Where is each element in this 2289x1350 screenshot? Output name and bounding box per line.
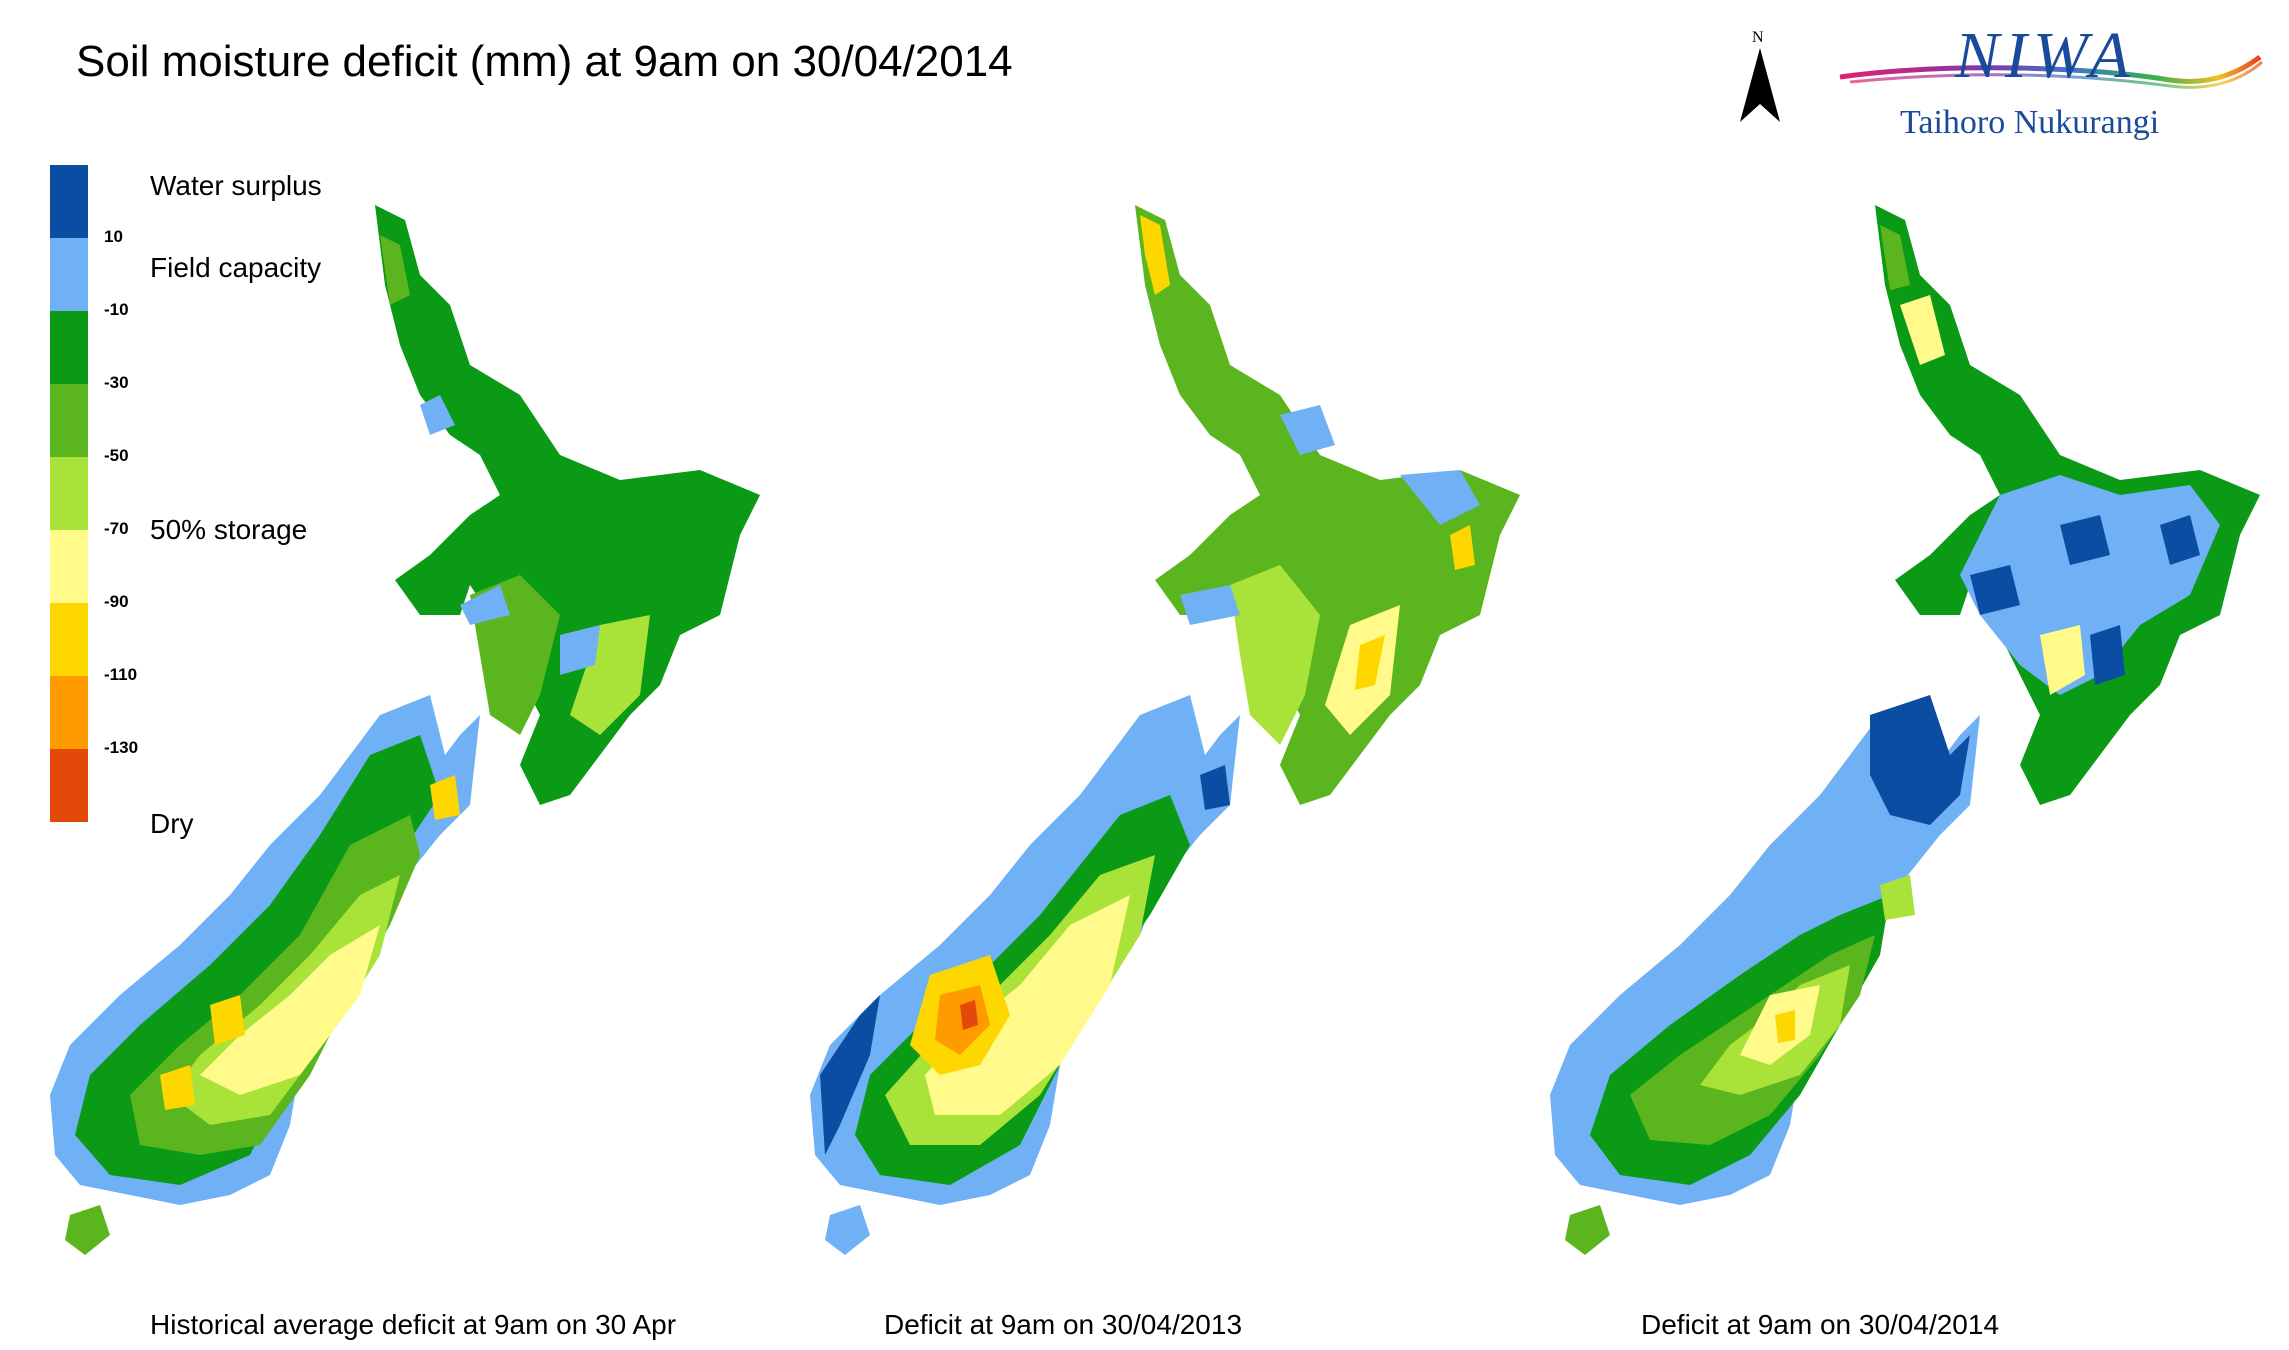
south-island: [810, 695, 1240, 1205]
legend-tick-label: -110: [104, 665, 138, 684]
logo-subtitle: Taihoro Nukurangi: [1900, 104, 2160, 141]
legend-swatch: [50, 676, 88, 749]
caption-2014: Deficit at 9am on 30/04/2014: [1641, 1309, 2000, 1340]
niwa-logo-icon: [1839, 54, 2263, 89]
legend-swatch: [50, 457, 88, 530]
legend-tick-label: -90: [104, 592, 129, 611]
caption-historical: Historical average deficit at 9am on 30 …: [150, 1309, 677, 1340]
north-label: N: [1752, 29, 1764, 46]
legend-swatch: [50, 311, 88, 384]
legend-label-dry: Dry: [150, 808, 194, 839]
south-island: [50, 695, 480, 1205]
legend-swatch: [50, 603, 88, 676]
stewart-island: [65, 1205, 110, 1255]
legend-swatch: [50, 238, 88, 311]
legend-tick-label: -70: [104, 519, 129, 538]
logo-wordmark: NIWA: [1955, 19, 2136, 92]
legend-swatch: [50, 749, 88, 822]
map-2013: [810, 205, 1520, 1255]
legend-swatch: [50, 384, 88, 457]
caption-2013: Deficit at 9am on 30/04/2013: [884, 1309, 1243, 1340]
legend-label-50-storage: 50% storage: [150, 514, 308, 545]
legend-tick-label: 10: [104, 227, 123, 246]
north-arrow-icon: [1740, 48, 1780, 122]
legend-tick-label: -30: [104, 373, 129, 392]
map-2014: [1550, 205, 2260, 1255]
legend-tick-label: -130: [104, 738, 139, 757]
north-island: [1135, 205, 1520, 805]
map-title: Soil moisture deficit (mm) at 9am on 30/…: [76, 37, 1013, 86]
stewart-island: [1565, 1205, 1610, 1255]
legend-colorbar: [50, 165, 88, 822]
legend-label-field-capacity: Field capacity: [150, 252, 322, 283]
south-island: [1550, 695, 1980, 1205]
legend-label-water-surplus: Water surplus: [150, 170, 322, 201]
legend-tick-label: -50: [104, 446, 129, 465]
map-historical: [50, 205, 760, 1255]
legend-swatch: [50, 165, 88, 238]
north-island: [1875, 205, 2260, 805]
legend-tick-label: -10: [104, 300, 129, 319]
legend-swatch: [50, 530, 88, 603]
north-island: [375, 205, 760, 805]
stewart-island: [825, 1205, 870, 1255]
